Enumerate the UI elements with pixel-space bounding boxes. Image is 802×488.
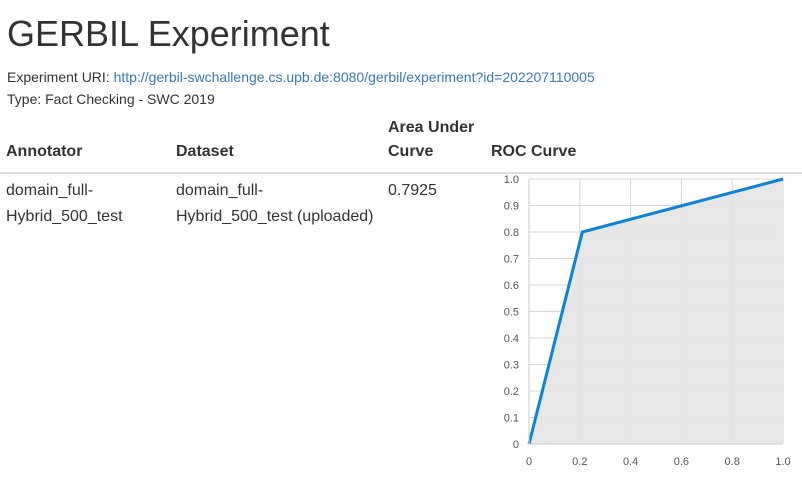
- experiment-uri-label: Experiment URI:: [7, 69, 110, 85]
- header-area-under-curve: Area Under Curve: [382, 112, 485, 174]
- y-tick-label: 0.3: [504, 360, 519, 372]
- experiment-uri-line: Experiment URI: http://gerbil-swchalleng…: [7, 68, 595, 86]
- x-tick-label: 0: [526, 456, 532, 468]
- dataset-cell: domain_full-Hybrid_500_test (uploaded): [176, 182, 374, 225]
- y-tick-label: 0.2: [504, 386, 519, 398]
- page-title: GERBIL Experiment: [7, 13, 330, 54]
- y-tick-label: 0.6: [504, 280, 519, 292]
- y-tick-label: 0.1: [504, 413, 519, 425]
- experiment-uri-link[interactable]: http://gerbil-swchallenge.cs.upb.de:8080…: [113, 69, 595, 85]
- y-tick-label: 0.5: [504, 307, 519, 319]
- x-tick-label: 0.8: [725, 456, 740, 468]
- roc-chart: 0 0.1 0.2 0.3 0.4 0.5 0.6 0.7 0.8 0.9 1.0 0 0.2 0.4 0.…: [504, 174, 791, 468]
- x-tick-label: 0.2: [572, 456, 587, 468]
- x-tick-label: 1.0: [775, 456, 790, 468]
- y-tick-label: 0.7: [504, 254, 519, 266]
- table-row: domain_full-Hybrid_500_test domain_full-…: [0, 173, 802, 488]
- experiment-type: Type: Fact Checking - SWC 2019: [7, 91, 215, 107]
- x-tick-label: 0.4: [623, 456, 638, 468]
- x-tick-label: 0.6: [674, 456, 689, 468]
- header-roc-curve: ROC Curve: [485, 112, 802, 174]
- header-annotator: Annotator: [0, 112, 170, 174]
- roc-line: [527, 177, 784, 445]
- y-tick-label: 1.0: [504, 174, 519, 186]
- annotator-cell: domain_full-Hybrid_500_test: [6, 182, 123, 225]
- auc-cell: 0.7925: [388, 182, 437, 199]
- roc-area: [529, 179, 783, 444]
- table-header-row: Annotator Dataset Area Under Curve ROC C…: [0, 112, 802, 174]
- roc-chart-cell: 0 0.1 0.2 0.3 0.4 0.5 0.6 0.7 0.8 0.9 1.0 0 0.2 0.4 0.…: [485, 173, 802, 488]
- y-tick-label: 0.4: [504, 333, 519, 345]
- header-dataset: Dataset: [170, 112, 382, 174]
- y-tick-label: 0.9: [504, 201, 519, 213]
- results-table: Annotator Dataset Area Under Curve ROC C…: [0, 112, 802, 488]
- y-tick-label: 0: [513, 439, 519, 451]
- y-tick-label: 0.8: [504, 227, 519, 239]
